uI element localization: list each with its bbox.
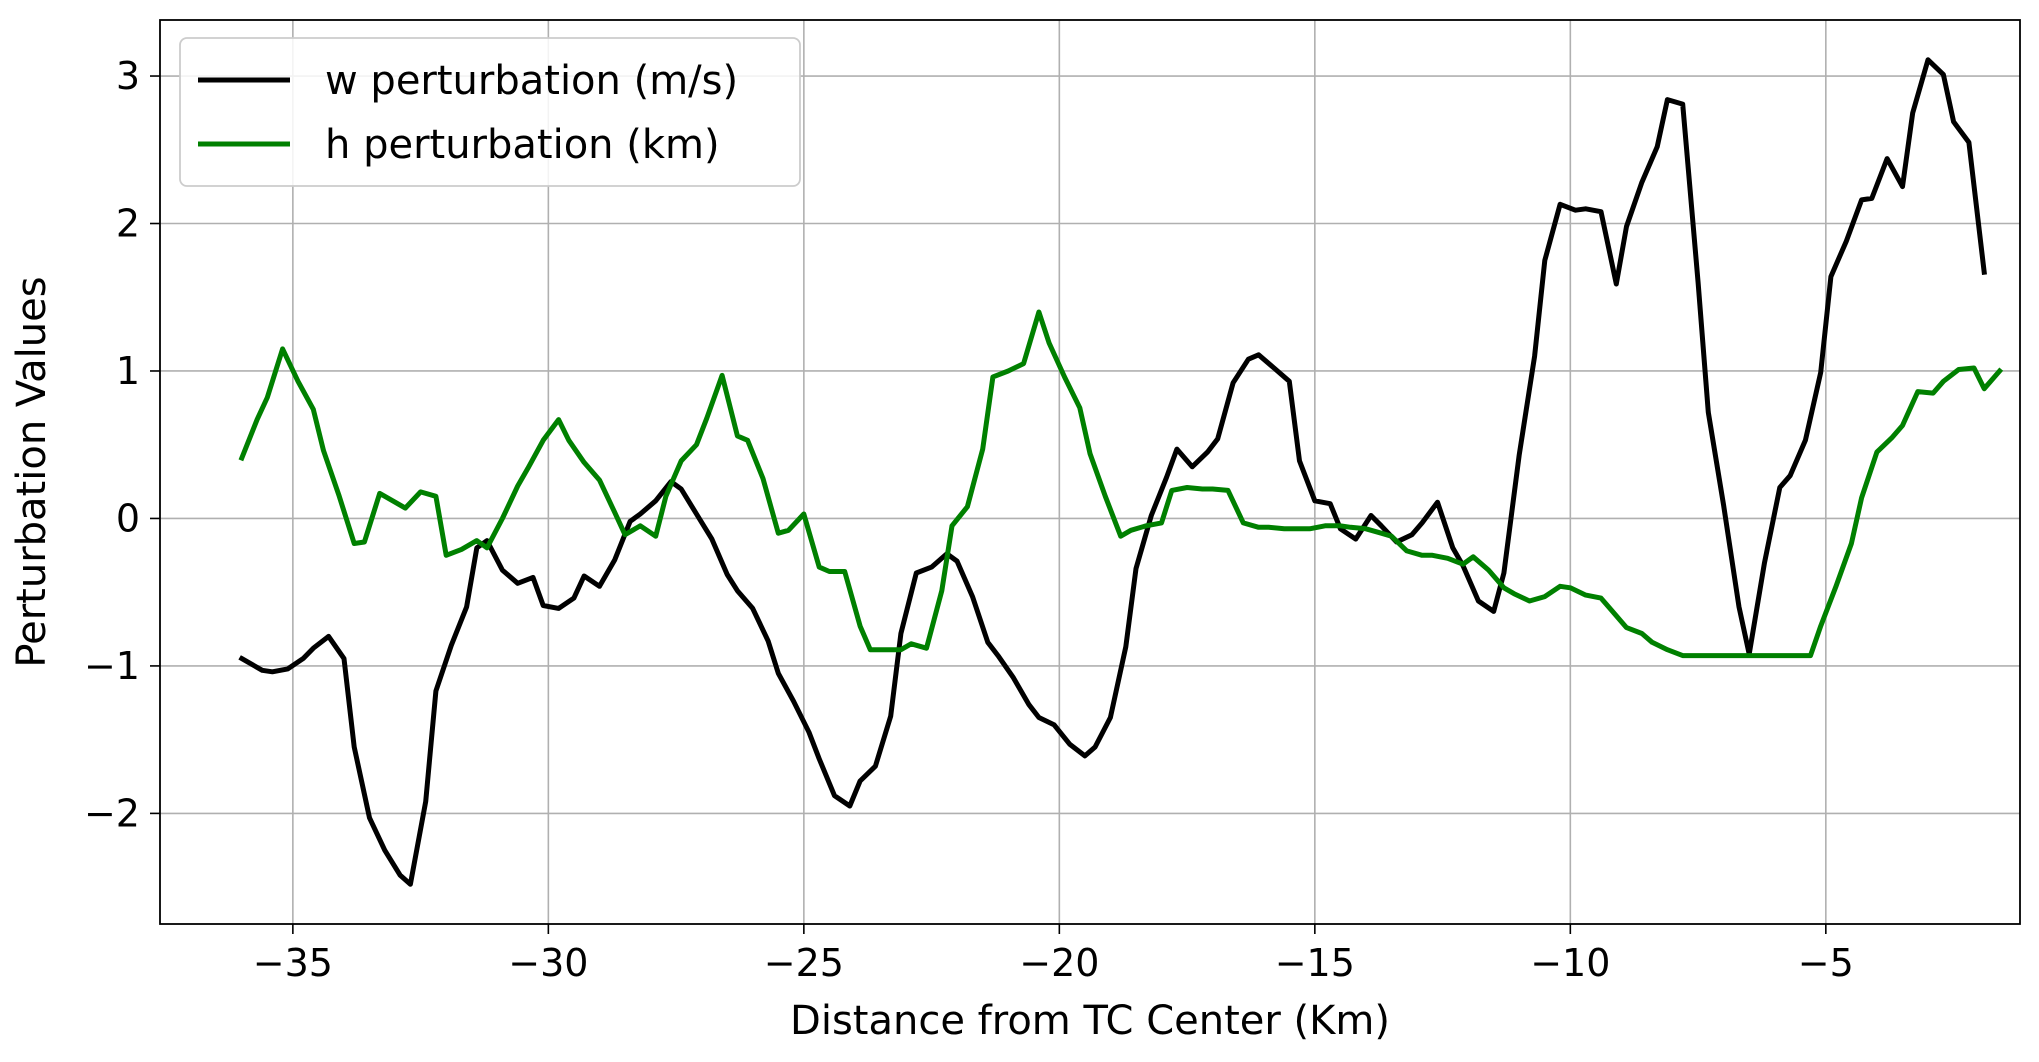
legend: w perturbation (m/s) h perturbation (km) <box>179 37 801 187</box>
plot-frame <box>159 19 2021 925</box>
x-tick-label: −25 <box>764 941 844 985</box>
x-tick-label: −15 <box>1275 941 1355 985</box>
legend-label-w: w perturbation (m/s) <box>325 58 738 104</box>
y-tick-label: 2 <box>116 202 140 246</box>
x-tick-label: −30 <box>508 941 588 985</box>
y-axis-label: Perturbation Values <box>9 276 55 667</box>
y-tick-label: 3 <box>116 54 140 98</box>
x-tick-label: −5 <box>1798 941 1854 985</box>
x-axis: −35 −30 −25 −20 −15 −10 −5 <box>253 924 1854 985</box>
series-line-0 <box>238 57 1987 887</box>
grid <box>160 20 2020 924</box>
y-tick-label: −2 <box>84 791 140 835</box>
x-tick-label: −20 <box>1019 941 1099 985</box>
series-line-1 <box>238 309 2004 659</box>
x-tick-label: −35 <box>253 941 333 985</box>
y-axis: −2 −1 0 1 2 3 <box>84 54 160 835</box>
series-layer <box>238 57 2004 887</box>
x-axis-label: Distance from TC Center (Km) <box>790 998 1390 1044</box>
x-tick-label: −10 <box>1530 941 1610 985</box>
y-tick-label: 0 <box>116 496 140 540</box>
legend-box <box>179 37 801 187</box>
legend-label-h: h perturbation (km) <box>325 122 720 168</box>
y-tick-label: −1 <box>84 644 140 688</box>
y-tick-label: 1 <box>116 349 140 393</box>
